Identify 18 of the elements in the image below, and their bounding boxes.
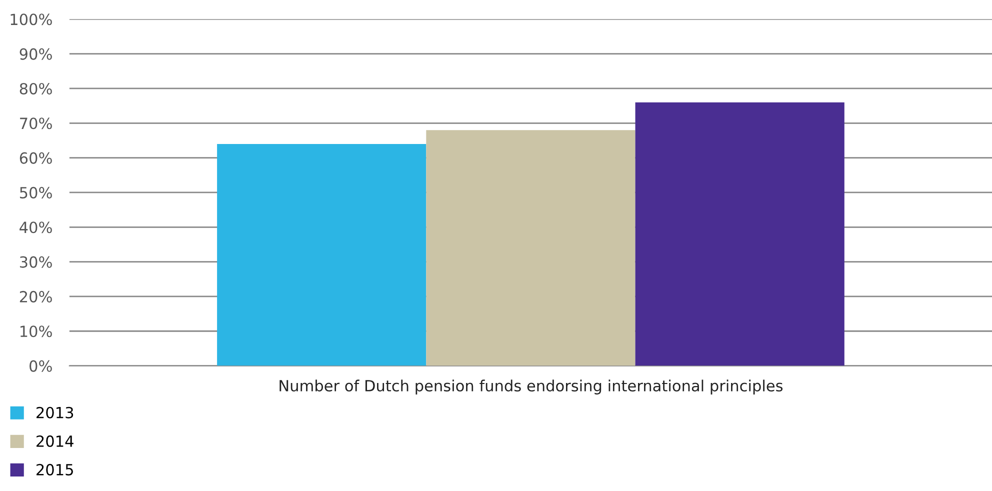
y-tick-label: 100%	[10, 14, 52, 26]
legend-label: 2014	[36, 435, 74, 447]
y-tick-label: 0%	[30, 360, 52, 372]
x-tick-label: Number of Dutch pension funds endorsing international principles	[280, 380, 783, 394]
y-tick-label: 90%	[20, 48, 52, 60]
bar	[635, 102, 844, 366]
y-tick-label: 30%	[20, 256, 52, 268]
y-tick-label: 70%	[20, 118, 52, 130]
y-tick-label: 80%	[20, 82, 52, 94]
y-tick-label: 10%	[20, 326, 52, 338]
legend-label: 2013	[36, 406, 74, 418]
y-tick-label: 50%	[20, 186, 52, 198]
legend-label: 2015	[36, 464, 73, 476]
bar	[426, 130, 636, 366]
y-tick-label: 20%	[20, 290, 52, 302]
y-tick-label: 40%	[20, 222, 52, 234]
bar	[217, 144, 426, 366]
y-tick-label: 60%	[20, 152, 52, 164]
